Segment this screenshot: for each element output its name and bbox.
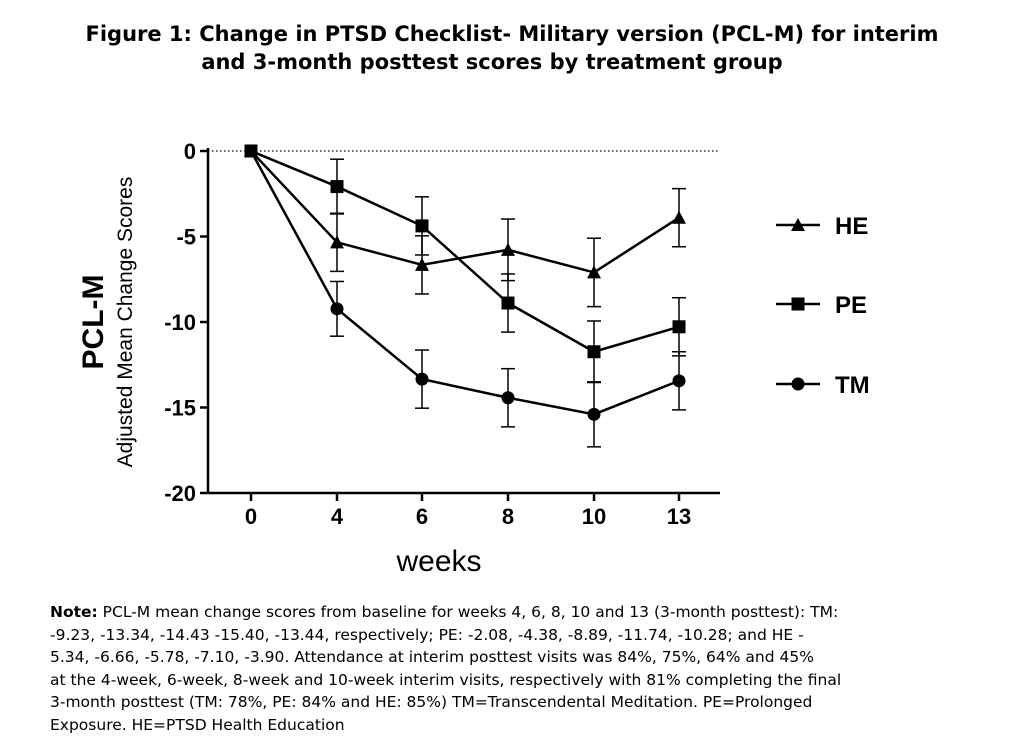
data-point-pe [330, 180, 344, 194]
note-line: Note: PCL-M mean change scores from base… [50, 601, 1015, 624]
series-he [244, 144, 686, 308]
data-point-tm [330, 302, 344, 316]
data-point-he [501, 242, 515, 256]
y-axis-title: PCL-M [77, 275, 110, 370]
note-line: 5.34, -6.66, -5.78, -7.10, -3.90. Attend… [50, 648, 814, 666]
legend-item-tm: TM [776, 372, 870, 399]
figure-title-line-1: Figure 1: Change in PTSD Checklist- Mili… [85, 22, 939, 46]
figure-title: Figure 1: Change in PTSD Checklist- Mili… [0, 20, 1024, 76]
x-tick-label: 4 [331, 504, 344, 529]
y-axis-labels: 0 -5 -10 -15 -20 PCL-M Adjusted Mean Change Sc… [77, 139, 196, 506]
x-axis-title: weeks [395, 545, 481, 578]
y-tick-label: -5 [176, 225, 196, 250]
legend-label: TM [835, 372, 870, 399]
line-chart: 0 -5 -10 -15 -20 PCL-M Adjusted Mean Change Sc… [77, 139, 870, 578]
y-tick-label: -10 [164, 310, 196, 335]
y-tick-label: 0 [184, 139, 196, 164]
data-point-he [330, 235, 344, 249]
chart-axes [200, 148, 720, 501]
note-line: -9.23, -13.34, -14.43 -15.40, -13.44, re… [50, 625, 804, 644]
x-tick-label: 8 [502, 504, 514, 529]
legend-item-he: HE [776, 213, 868, 240]
x-tick-label: 10 [582, 504, 606, 529]
y-axis-subtitle: Adjusted Mean Change Scores [114, 177, 137, 468]
data-point-tm [672, 374, 686, 388]
data-point-tm [244, 144, 258, 158]
data-point-he [672, 210, 686, 224]
data-point-he [587, 265, 601, 279]
chart-legend: HE PE TM [776, 213, 870, 399]
data-point-tm [587, 407, 601, 421]
data-point-he [415, 257, 429, 271]
legend-marker [791, 297, 805, 311]
x-tick-label: 13 [667, 504, 691, 529]
y-tick-label: -20 [164, 481, 196, 506]
data-point-pe [587, 345, 601, 359]
series-line-pe [250, 149, 680, 354]
note-line: at the 4-week, 6-week, 8-week and 10-wee… [50, 670, 842, 689]
figure-note: Note: PCL-M mean change scores from base… [50, 601, 1015, 736]
note-label: Note: [50, 603, 98, 621]
note-line: 3-month posttest (TM: 78%, PE: 84% and H… [50, 693, 813, 711]
data-point-pe [501, 296, 515, 310]
legend-label: PE [835, 292, 867, 319]
note-line: Exposure. HE=PTSD Health Education [50, 715, 345, 734]
x-tick-label: 0 [245, 504, 257, 529]
x-axis-labels: 0 4 6 8 10 13 weeks [245, 504, 691, 578]
series-line-he [250, 150, 680, 274]
series-line-tm [249, 150, 680, 416]
series-pe [244, 144, 686, 384]
x-tick-label: 6 [416, 504, 428, 529]
figure-title-line-2: and 3-month posttest scores by treatment… [201, 50, 783, 74]
legend-marker [791, 218, 805, 231]
data-point-tm [501, 391, 515, 405]
legend-marker [791, 377, 805, 391]
note-text: PCL-M mean change scores from baseline f… [97, 603, 839, 621]
y-tick-label: -15 [164, 396, 196, 421]
series-tm [244, 144, 686, 448]
data-point-pe [672, 320, 686, 334]
data-point-pe [415, 219, 429, 233]
legend-label: HE [835, 213, 868, 240]
data-point-tm [415, 372, 429, 386]
legend-item-pe: PE [776, 292, 867, 319]
chart-series [244, 144, 686, 448]
